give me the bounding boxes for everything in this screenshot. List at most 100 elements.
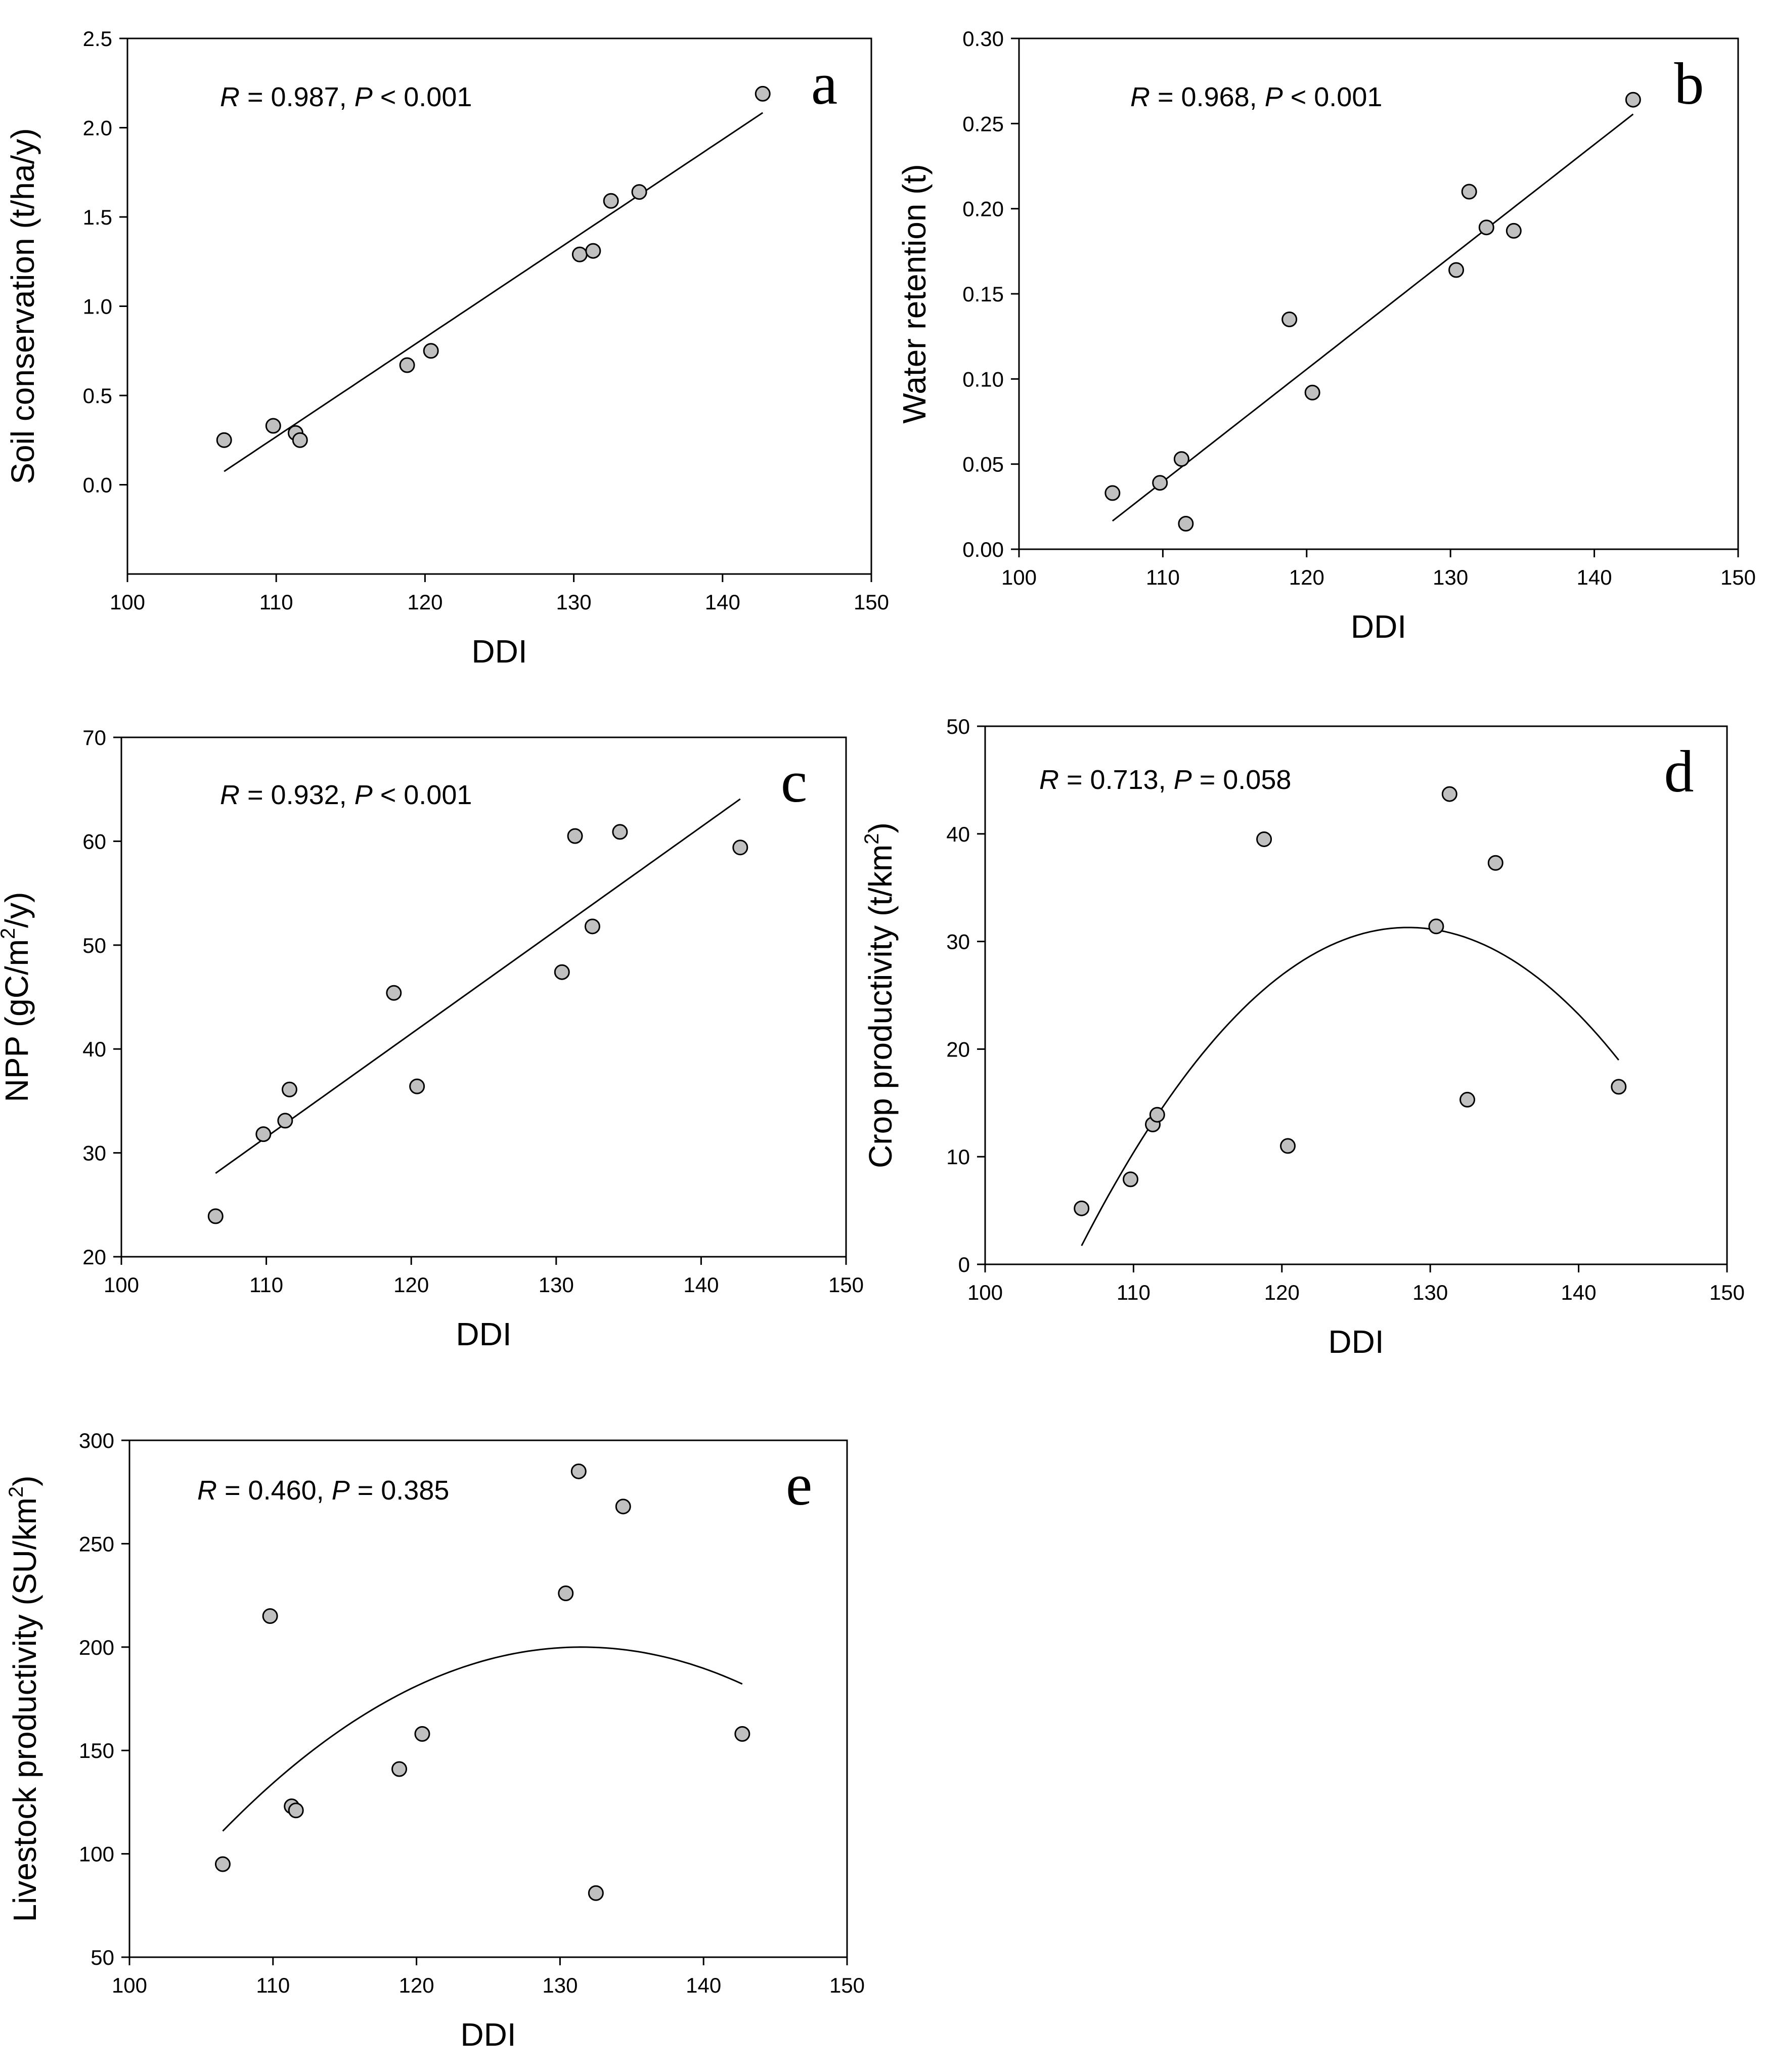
x-tick-label: 100	[1001, 565, 1037, 589]
y-tick-label: 250	[79, 1532, 114, 1556]
panel-letter: b	[1674, 51, 1704, 117]
stat-p-label: P	[355, 82, 373, 112]
x-tick-label: 110	[259, 590, 293, 614]
stat-r-text: = 0.987,	[240, 82, 355, 112]
y-tick-label: 300	[79, 1429, 114, 1452]
stat-p-label: P	[1174, 765, 1192, 795]
y-tick-label: 30	[82, 1141, 106, 1165]
y-tick-label: 200	[79, 1636, 114, 1659]
y-axis-title-sup: 2	[5, 1486, 27, 1497]
x-axis-title: DDI	[1328, 1324, 1384, 1360]
y-tick-label: 0.25	[962, 112, 1004, 136]
y-tick-label: 50	[946, 715, 970, 738]
stat-p-text: = 0.058	[1192, 765, 1292, 795]
y-tick-label: 40	[946, 822, 970, 846]
stat-r-text: = 0.968,	[1150, 82, 1265, 112]
x-tick-label: 130	[556, 590, 592, 614]
data-point	[570, 1463, 587, 1479]
fit-line	[1081, 927, 1619, 1246]
data-point	[281, 1081, 297, 1097]
y-tick-label: 0.0	[83, 473, 112, 497]
stat-p-label: P	[1265, 82, 1283, 112]
panel-a: 100 110 120 130 140 150 0.0 0.5 1.0 1.5 2.0 2.5 DDI S…	[5, 27, 889, 670]
stat-p-text: < 0.001	[373, 780, 472, 810]
x-tick-label: 130	[542, 1973, 578, 1997]
x-tick-label: 140	[686, 1973, 721, 1997]
x-tick-label: 150	[828, 1273, 864, 1297]
y-axis-title-text: )	[862, 822, 899, 833]
data-point	[1178, 516, 1194, 532]
x-tick-label: 120	[393, 1273, 429, 1297]
data-point	[1173, 451, 1189, 467]
y-tick-label: 0.10	[962, 367, 1004, 391]
y-axis-title: Soil conservation (t/ha/y)	[5, 128, 41, 484]
x-tick-label: 110	[256, 1973, 290, 1997]
data-point	[1611, 1079, 1627, 1095]
x-tick-label: 140	[705, 590, 740, 614]
x-tick-label: 100	[967, 1281, 1003, 1304]
data-point	[1256, 831, 1272, 847]
panel-letter: a	[811, 51, 837, 117]
stat-r-label: R	[1130, 82, 1150, 112]
stat-p-label: P	[355, 780, 373, 810]
y-tick-label: 20	[82, 1245, 106, 1269]
panel-letter: c	[781, 748, 807, 815]
y-tick-label: 2.0	[83, 116, 112, 140]
data-point	[631, 184, 647, 200]
panel-c: 100 110 120 130 140 150 20 30 40 50 60 70 DDI NPP (gC…	[0, 726, 864, 1352]
data-point	[216, 432, 232, 448]
data-point	[615, 1498, 631, 1515]
data-point	[1625, 92, 1641, 108]
x-tick-label: 100	[104, 1273, 139, 1297]
x-tick-label: 100	[110, 590, 145, 614]
y-tick-label: 1.5	[83, 205, 112, 229]
y-axis-title-text: )	[7, 1476, 43, 1486]
data-point	[1149, 1107, 1165, 1123]
y-tick-label: 0.05	[962, 453, 1004, 476]
stat-r-label: R	[197, 1475, 217, 1506]
stat-r-label: R	[220, 780, 240, 810]
x-tick-label: 140	[683, 1273, 719, 1297]
x-tick-label: 110	[1146, 565, 1180, 589]
data-point	[612, 824, 628, 840]
data-point	[288, 1802, 304, 1819]
data-point	[1441, 786, 1457, 802]
data-point	[409, 1078, 425, 1094]
data-point	[386, 985, 402, 1001]
x-tick-label: 150	[1720, 565, 1756, 589]
x-tick-label: 120	[1289, 565, 1324, 589]
data-point	[554, 964, 570, 980]
stat-r-text: = 0.460,	[217, 1475, 332, 1506]
stat-r-label: R	[1039, 765, 1059, 795]
y-tick-label: 150	[79, 1739, 114, 1762]
data-point	[414, 1726, 430, 1742]
y-tick-label: 0	[958, 1253, 970, 1276]
data-point	[399, 357, 415, 373]
x-tick-label: 150	[1709, 1281, 1745, 1304]
data-point	[585, 243, 601, 259]
data-point	[1104, 485, 1121, 501]
x-axis-title: DDI	[460, 2016, 516, 2053]
panel-d: 100 110 120 130 140 150 0 10 20 30 40 50 DDI Crop pro…	[861, 715, 1745, 1360]
fit-line	[1112, 113, 1634, 522]
data-point	[755, 85, 771, 102]
stat-r-text: = 0.932,	[240, 780, 355, 810]
x-tick-label: 130	[1412, 1281, 1448, 1304]
plot-frame	[126, 37, 872, 575]
y-tick-label: 70	[82, 726, 106, 750]
stat-annotation: R = 0.932, P < 0.001	[220, 780, 472, 810]
plot-frame	[120, 736, 847, 1258]
plot-frame	[984, 725, 1728, 1265]
y-axis-title-sup: 2	[0, 928, 19, 939]
data-point	[567, 828, 583, 844]
panel-e: 100 110 120 130 140 150 50 100 150 200 250 300 DDI Li…	[5, 1429, 865, 2053]
data-point	[734, 1726, 750, 1742]
data-point	[1123, 1171, 1139, 1187]
stat-annotation: R = 0.987, P < 0.001	[220, 82, 472, 112]
y-tick-label: 30	[946, 930, 970, 954]
y-tick-label: 0.00	[962, 538, 1004, 561]
stat-p-text: < 0.001	[373, 82, 472, 112]
y-axis-title-text: Crop productivity (t/km	[862, 845, 899, 1168]
data-point	[214, 1856, 231, 1872]
stat-annotation: R = 0.968, P < 0.001	[1130, 82, 1382, 112]
